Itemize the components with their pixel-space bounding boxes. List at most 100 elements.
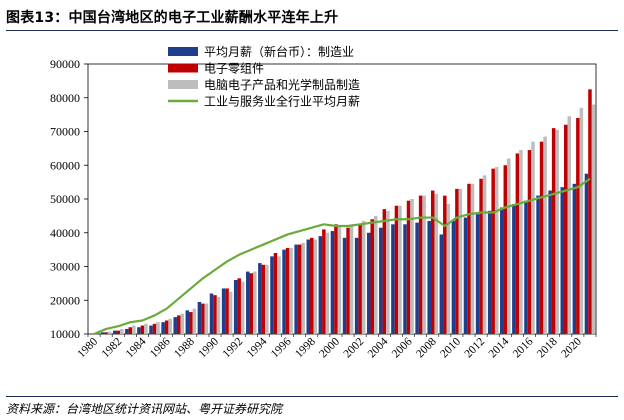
- bar-1: [391, 224, 395, 334]
- bar-2: [358, 224, 362, 334]
- bar-3: [156, 322, 160, 334]
- bar-3: [180, 313, 184, 334]
- bar-3: [519, 150, 523, 334]
- y-tick-label: 50000: [50, 192, 80, 206]
- x-tick-label: 2012: [462, 335, 487, 360]
- bar-1: [270, 256, 274, 334]
- y-tick-label: 80000: [50, 91, 80, 105]
- bar-2: [418, 195, 423, 334]
- bar-1: [487, 210, 492, 334]
- legend-label: 电子零组件: [204, 62, 264, 76]
- bar-2: [430, 190, 435, 334]
- bar-3: [325, 232, 330, 334]
- bar-3: [579, 107, 584, 334]
- bar-2: [128, 327, 133, 334]
- bar-2: [310, 237, 314, 334]
- bar-3: [591, 104, 596, 334]
- bar-1: [536, 195, 540, 334]
- bar-3: [373, 215, 378, 334]
- bar-3: [192, 308, 197, 334]
- x-tick-label: 1984: [124, 335, 149, 360]
- bar-2: [503, 165, 508, 334]
- bar-2: [576, 118, 580, 334]
- bar-2: [164, 320, 169, 334]
- y-tick-label: 20000: [50, 293, 80, 307]
- bar-2: [201, 303, 205, 334]
- source-note: 资料来源：台湾地区统计资讯网站、粤开证券研究院: [6, 402, 283, 416]
- legend-label: 工业与服务业全行业平均月薪: [204, 94, 360, 109]
- bar-3: [494, 166, 499, 334]
- bar-3: [301, 242, 305, 334]
- bar-1: [463, 217, 468, 334]
- bar-1: [560, 187, 565, 334]
- x-tick-label: 2010: [438, 335, 463, 360]
- bar-1: [149, 325, 153, 334]
- bar-2: [334, 224, 338, 334]
- legend-swatch: [168, 63, 198, 73]
- bar-2: [140, 325, 145, 334]
- bar-1: [548, 190, 552, 334]
- bar-3: [434, 193, 438, 334]
- bar-3: [144, 323, 148, 334]
- bar-3: [168, 318, 172, 334]
- legend-swatch: [168, 47, 198, 56]
- bar-2: [539, 141, 544, 334]
- bar-3: [132, 325, 136, 334]
- bar-3: [386, 210, 390, 334]
- bar-2: [394, 205, 399, 334]
- title-bar: 图表13：中国台湾地区的电子工业薪酬水平连年上升: [6, 4, 618, 31]
- bar-2: [189, 312, 193, 334]
- x-tick-label: 1992: [221, 335, 246, 360]
- chart-title: 图表13：中国台湾地区的电子工业薪酬水平连年上升: [6, 10, 339, 26]
- legend-label: 平均月薪（新台币）：制造业: [204, 44, 354, 59]
- bar-1: [342, 237, 347, 334]
- x-tick-label: 1988: [172, 335, 197, 360]
- bar-2: [467, 183, 471, 334]
- bar-1: [318, 236, 323, 334]
- bar-2: [285, 247, 290, 334]
- bar-2: [370, 219, 374, 334]
- bar-1: [403, 224, 407, 334]
- bar-2: [564, 124, 568, 334]
- bar-1: [330, 231, 335, 334]
- bar-2: [104, 332, 108, 334]
- x-tick-label: 2014: [487, 335, 512, 360]
- bar-3: [313, 239, 318, 334]
- x-tick-label: 1990: [196, 335, 221, 360]
- line-series: [93, 177, 591, 336]
- y-tick-label: 30000: [50, 260, 80, 274]
- bar-1: [100, 332, 105, 334]
- bar-1: [209, 293, 214, 334]
- bar-1: [173, 317, 177, 334]
- bar-1: [282, 249, 286, 334]
- bar-1: [584, 173, 589, 334]
- bar-3: [567, 116, 572, 334]
- bar-1: [246, 271, 250, 334]
- x-tick-label: 1996: [269, 335, 294, 360]
- legend-label: 电脑电子产品和光学制品制造: [204, 77, 360, 92]
- bar-1: [112, 330, 117, 334]
- bar-2: [152, 323, 157, 334]
- bar-2: [297, 244, 302, 334]
- bar-2: [261, 264, 266, 334]
- bar-3: [349, 224, 354, 334]
- bar-1: [366, 232, 371, 334]
- bar-1: [379, 227, 383, 334]
- bar-1: [572, 183, 577, 334]
- bar-1: [439, 234, 444, 334]
- bar-3: [253, 271, 257, 334]
- bar-1: [221, 288, 226, 334]
- bar-3: [277, 256, 281, 334]
- x-tick-label: 2006: [390, 335, 415, 360]
- bar-3: [482, 175, 487, 334]
- y-tick-label: 90000: [50, 57, 80, 71]
- y-tick-label: 40000: [50, 226, 80, 240]
- bar-2: [382, 209, 387, 334]
- x-tick-label: 2018: [535, 335, 560, 360]
- bar-3: [107, 331, 112, 334]
- x-tick-label: 2020: [559, 335, 584, 360]
- source-bar: 资料来源：台湾地区统计资讯网站、粤开证券研究院: [6, 396, 618, 417]
- bar-2: [176, 315, 181, 334]
- bar-2: [551, 128, 556, 334]
- x-tick-label: 2000: [317, 335, 342, 360]
